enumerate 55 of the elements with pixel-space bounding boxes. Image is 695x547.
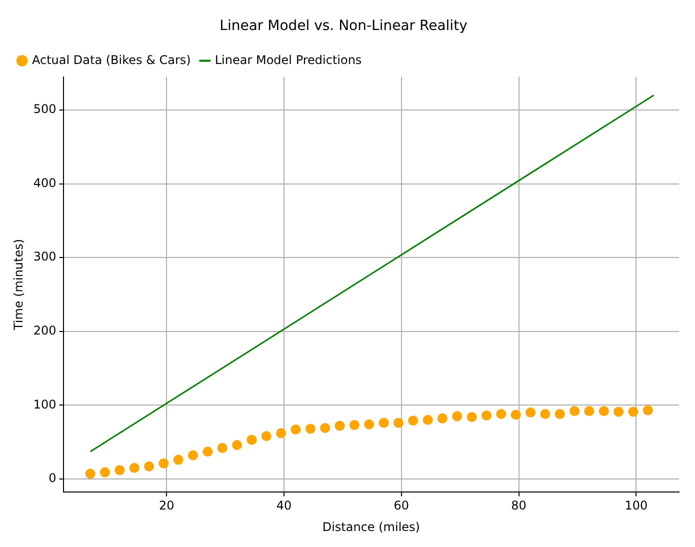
point	[246, 434, 257, 445]
point	[261, 431, 272, 442]
point	[85, 468, 96, 479]
y-tick-label: 100	[33, 397, 56, 412]
point	[584, 406, 594, 416]
point	[570, 406, 580, 416]
point	[510, 410, 521, 420]
y-tick-label: 0	[48, 471, 56, 486]
x-tick-label: 80	[511, 498, 526, 513]
x-tick-label: 100	[624, 498, 648, 513]
point	[393, 418, 404, 428]
point	[422, 414, 433, 425]
point	[554, 408, 565, 419]
point	[614, 406, 624, 417]
point	[188, 450, 198, 460]
point	[202, 446, 213, 457]
y-tick-label: 500	[33, 102, 56, 116]
point	[129, 462, 140, 473]
point	[114, 465, 125, 476]
point	[452, 411, 462, 422]
chart-title: Linear Model vs. Non-Linear Reality	[220, 18, 468, 34]
point	[305, 424, 316, 434]
point	[466, 412, 477, 422]
point	[349, 420, 360, 430]
x-axis-title: Distance (miles)	[322, 520, 420, 534]
point	[320, 423, 330, 434]
point	[158, 458, 169, 468]
legend-label: Linear Model Predictions	[214, 52, 362, 67]
point	[232, 440, 242, 450]
x-tick-label: 20	[158, 498, 174, 513]
point	[378, 418, 389, 428]
point	[290, 424, 301, 434]
x-tick-label: 60	[394, 498, 410, 513]
point	[276, 428, 286, 438]
point	[437, 413, 448, 424]
point	[598, 406, 609, 416]
point	[217, 442, 228, 453]
point	[481, 410, 492, 420]
point	[642, 405, 653, 416]
point	[496, 408, 506, 419]
point	[628, 406, 638, 417]
point	[100, 467, 110, 478]
point	[540, 408, 550, 419]
x-tick-label: 40	[276, 498, 292, 513]
point	[526, 408, 536, 418]
y-tick-label: 400	[33, 176, 56, 190]
legend-label: Actual Data (Bikes & Cars)	[32, 52, 191, 67]
point	[334, 420, 345, 431]
y-tick-label: 300	[33, 250, 56, 264]
y-tick-label: 200	[33, 323, 56, 338]
y-axis-title: Time (minutes)	[11, 238, 26, 332]
point	[173, 454, 184, 465]
point	[364, 419, 374, 430]
point	[144, 461, 154, 472]
point	[408, 416, 418, 426]
